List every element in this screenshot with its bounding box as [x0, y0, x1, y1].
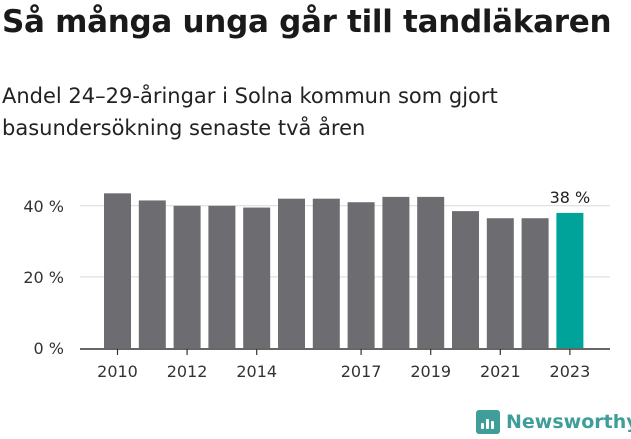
bar-2013: [208, 205, 236, 348]
chart-title: Så många unga går till tandläkaren: [2, 4, 612, 40]
bar-2018: [382, 196, 410, 348]
x-tick-label: 2014: [236, 362, 277, 381]
labels: 0 % 20 % 40 % 38 % 2010 2012 2014 2017 2019 2021 2…: [23, 188, 590, 381]
bar-2014: [243, 207, 271, 348]
bar-2015: [278, 198, 305, 348]
bar-2011: [138, 200, 166, 348]
bar-2016: [312, 198, 340, 348]
x-tick-label: 2012: [167, 362, 208, 381]
bar-2022: [521, 218, 549, 348]
y-tick-label: 40 %: [23, 197, 64, 216]
y-tick-label: 0 %: [34, 339, 64, 358]
x-tick-label: 2017: [341, 362, 382, 381]
axes: [80, 348, 610, 355]
x-tick-label: 2019: [410, 362, 451, 381]
bars: [104, 193, 584, 348]
x-tick-label: 2023: [550, 362, 591, 381]
bar-2021: [486, 218, 514, 348]
x-tick-label: 2021: [480, 362, 521, 381]
bar-2017: [347, 202, 375, 348]
chart-bars-icon: [476, 410, 500, 434]
y-tick-label: 20 %: [23, 268, 64, 287]
brand-name: Newsworthy: [506, 411, 631, 433]
bar-2010: [104, 193, 131, 348]
bar-2023: [556, 212, 584, 348]
newsworthy-logo: Newsworthy: [476, 408, 631, 436]
bar-2020: [452, 211, 479, 348]
bar-2012: [173, 205, 201, 348]
data-label: 38 %: [550, 188, 591, 207]
bar-2019: [417, 196, 445, 348]
x-tick-label: 2010: [97, 362, 138, 381]
chart-subtitle: Andel 24–29-åringar i Solna kommun som g…: [2, 84, 498, 140]
